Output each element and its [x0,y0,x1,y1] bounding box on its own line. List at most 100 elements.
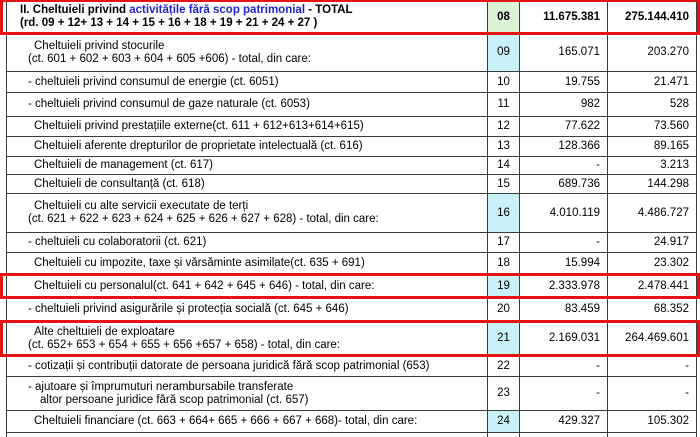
value-col1: 11.675.381 [519,1,607,33]
label-text: Cheltuieli privind prestațiile externe(c… [34,120,364,132]
label-text: (ct. 652+ 653 + 654 + 655 + 656 +657 + 6… [28,338,341,351]
row-label: - cheltuieli privind asigurările și prot… [6,298,487,321]
table-row-20: - cheltuieli privind asigurările și prot… [6,298,697,322]
label-text: - ajutoare și împrumuturi nerambursabile… [28,380,294,393]
row-label-line: (ct. 621 + 622 + 623 + 624 + 625 + 626 +… [7,213,487,226]
label-text: Cheltuieli cu impozite, taxe și vărsămin… [34,257,365,269]
row-code: 19 [487,275,519,297]
row-code: 14 [487,157,519,174]
value-col2: 528 [607,93,697,116]
label-text: Cheltuieli de management (ct. 617) [34,159,213,171]
table-row-24: Cheltuieli financiare (ct. 663 + 664+ 66… [6,411,697,433]
empty-cell [487,433,519,437]
value-col2: 21.471 [607,72,697,92]
row-label-line: - ajutoare și împrumuturi nerambursabile… [7,381,487,394]
row-code: 15 [487,175,519,193]
value-col2: 73.560 [607,117,697,136]
label-text: Cheltuieli aferente drepturilor de propr… [34,140,363,152]
value-col2: 68.352 [607,298,697,321]
label-text: (rd. 09 + 12+ 13 + 14 + 15 + 16 + 18 + 1… [20,17,318,29]
row-label: II. Cheltuieli privind activitățile fără… [6,1,487,33]
row-label: Cheltuieli financiare (ct. 663 + 664+ 66… [6,411,487,432]
label-highlighted-text: activitățile fără scop patrimonial [129,4,306,16]
row-label-line: Cheltuieli privind stocurile [7,40,487,53]
value-col2: 105.302 [607,411,697,432]
row-label: Cheltuieli de management (ct. 617) [6,157,487,174]
table-row-17: - cheltuieli cu colaboratorii (ct. 621) 1… [6,233,697,253]
row-label: - cheltuieli cu colaboratorii (ct. 621) [6,233,487,252]
empty-cell [607,433,697,437]
value-col2: - [607,377,697,410]
row-code: 17 [487,233,519,252]
row-code: 18 [487,253,519,274]
row-code: 22 [487,356,519,376]
empty-cell [6,433,487,437]
value-col1: - [519,356,607,376]
label-text: altor persoane juridice fără scop patrim… [40,393,309,406]
row-label: - cheltuieli privind consumul de energie… [6,72,487,92]
value-col2: 264.469.601 [607,322,697,355]
row-label: - cheltuieli privind consumul de gaze na… [6,93,487,116]
row-code: 13 [487,137,519,156]
row-code: 24 [487,411,519,432]
label-text: II. Cheltuieli privind [20,4,130,16]
row-code: 10 [487,72,519,92]
label-text: Cheltuieli privind stocurile [34,39,165,52]
table-row-08: II. Cheltuieli privind activitățile fără… [0,0,700,35]
value-col1: - [519,233,607,252]
value-col1: - [519,157,607,174]
row-label-line: Cheltuieli privind prestațiile externe(c… [7,120,487,133]
row-label-line: Cheltuieli aferente drepturilor de propr… [7,140,487,153]
row-label: Cheltuieli aferente drepturilor de propr… [6,137,487,156]
row-label: Alte cheltuieli de exploatare (ct. 652+ 6… [6,322,487,355]
value-col1: 128.366 [519,137,607,156]
label-text: Cheltuieli financiare (ct. 663 + 664+ 66… [34,415,418,427]
value-col1: - [519,377,607,410]
table-row-21: Alte cheltuieli de exploatare (ct. 652+ 6… [0,320,700,357]
row-label: Cheltuieli cu impozite, taxe și vărsămin… [6,253,487,274]
table-row-19: Cheltuieli cu personalul(ct. 641 + 642 +… [0,273,700,299]
table-row-11: - cheltuieli privind consumul de gaze na… [6,93,697,117]
label-text: Cheltuieli cu alte servicii executate de… [34,200,249,212]
table-row-15: Cheltuieli de consultanță (ct. 618) 15 689… [6,175,697,194]
table-row-16: Cheltuieli cu alte servicii executate de… [6,194,697,233]
value-col1: 982 [519,93,607,116]
label-text: - cheltuieli privind asigurările și prot… [28,303,349,315]
row-label-line: - cheltuieli privind consumul de gaze na… [7,98,487,111]
row-label: - ajutoare și împrumuturi nerambursabile… [6,377,487,410]
row-label: Cheltuieli cu personalul(ct. 641 + 642 +… [6,275,487,297]
value-col2: - [607,356,697,376]
row-label-line: Cheltuieli financiare (ct. 663 + 664+ 66… [7,415,487,428]
row-label: Cheltuieli privind prestațiile externe(c… [6,117,487,136]
table-row-18: Cheltuieli cu impozite, taxe și vărsămin… [6,253,697,275]
row-label-line: - cotizații și contribuții datorate de p… [7,360,487,373]
table-row-partial [6,433,697,437]
value-col1: 429.327 [519,411,607,432]
label-text: - cheltuieli privind consumul de energie… [28,75,279,88]
row-label-line: - cheltuieli privind consumul de energie… [7,76,487,89]
row-label-line: (ct. 652+ 653 + 654 + 655 + 656 +657 + 6… [7,339,487,352]
row-code: 16 [487,194,519,232]
value-col1: 77.622 [519,117,607,136]
label-text: - TOTAL [305,4,353,16]
value-col1: 4.010.119 [519,194,607,232]
label-text: Alte cheltuieli de exploatare [34,325,175,338]
row-label-line: Cheltuieli de consultanță (ct. 618) [7,178,487,191]
value-col2: 275.144.410 [607,1,697,33]
value-col1: 2.169.031 [519,322,607,355]
value-col2: 144.298 [607,175,697,193]
row-code: 12 [487,117,519,136]
value-col1: 83.459 [519,298,607,321]
row-label-line: Cheltuieli cu alte servicii executate de… [7,200,487,213]
value-col2: 24.917 [607,233,697,252]
value-col1: 689.736 [519,175,607,193]
row-code: 20 [487,298,519,321]
label-text: Cheltuieli de consultanță (ct. 618) [34,177,205,190]
table-row-10: - cheltuieli privind consumul de energie… [6,72,697,93]
table-row-22: - cotizații și contribuții datorate de p… [6,356,697,377]
row-label-line: Cheltuieli cu impozite, taxe și vărsămin… [7,257,487,270]
value-col2: 3.213 [607,157,697,174]
label-text: (ct. 601 + 602 + 603 + 604 + 605 +606) -… [28,52,311,65]
label-text: - cheltuieli cu colaboratorii (ct. 621) [28,236,207,248]
